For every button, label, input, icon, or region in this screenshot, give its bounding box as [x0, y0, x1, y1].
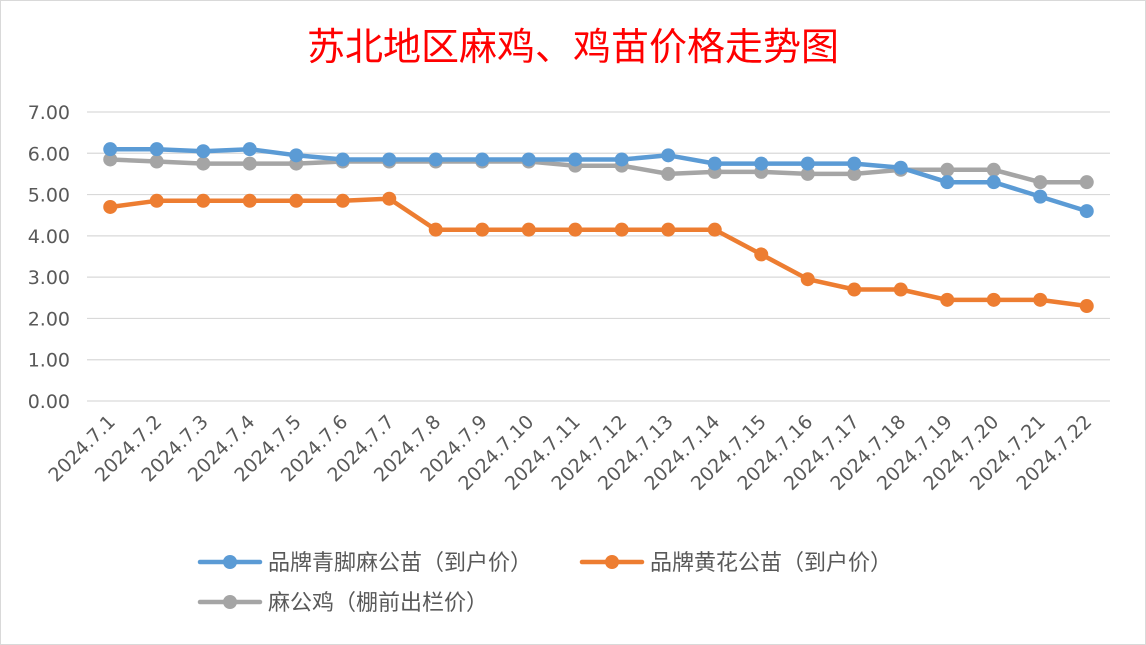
legend-swatch-marker	[223, 555, 237, 569]
y-tick-label: 3.00	[28, 267, 70, 289]
data-point	[986, 292, 1001, 307]
data-point	[707, 222, 722, 237]
y-tick-label: 4.00	[28, 226, 70, 248]
legend-swatch-marker	[223, 595, 237, 609]
data-point	[568, 222, 583, 237]
data-point	[847, 282, 862, 297]
data-point	[893, 282, 908, 297]
data-point	[289, 193, 304, 208]
legend-swatch-marker	[605, 555, 619, 569]
data-point	[661, 148, 676, 163]
data-point	[428, 152, 443, 167]
data-point	[847, 156, 862, 171]
data-point	[568, 152, 583, 167]
data-point	[149, 154, 164, 169]
data-point	[614, 222, 629, 237]
y-tick-label: 2.00	[28, 308, 70, 330]
data-point	[800, 166, 815, 181]
data-point	[940, 162, 955, 177]
data-point	[1079, 204, 1094, 219]
y-tick-label: 0.00	[28, 391, 70, 413]
legend-item: 品牌黄花公苗（到户价）	[579, 551, 892, 576]
series-line	[108, 157, 1090, 185]
data-point	[893, 160, 908, 175]
data-point	[800, 272, 815, 287]
data-point	[1033, 292, 1048, 307]
data-point	[614, 152, 629, 167]
gridlines	[87, 111, 1110, 402]
data-point	[521, 222, 536, 237]
series-0	[103, 142, 1094, 219]
data-point	[335, 193, 350, 208]
y-tick-label: 1.00	[28, 350, 70, 372]
data-point	[382, 152, 397, 167]
data-point	[1033, 175, 1048, 190]
legend-label: 麻公鸡（棚前出栏价）	[268, 591, 488, 616]
y-axis-ticks: 0.00 1.00 2.00 3.00 4.00 5.00 6.00 7.00	[28, 102, 70, 413]
data-point	[103, 199, 118, 214]
series-lines	[103, 142, 1094, 314]
data-point	[1033, 189, 1048, 204]
chart-title: 苏北地区麻鸡、鸡苗价格走势图	[307, 25, 839, 69]
data-point	[103, 142, 118, 157]
data-point	[707, 156, 722, 171]
data-point	[475, 152, 490, 167]
series-1	[103, 191, 1094, 314]
data-point	[475, 222, 490, 237]
legend-label: 品牌黄花公苗（到户价）	[650, 551, 892, 576]
data-point	[149, 142, 164, 157]
legend: 品牌青脚麻公苗（到户价） 品牌黄花公苗（到户价） 麻公鸡（棚前出栏价）	[197, 551, 892, 616]
data-point	[986, 175, 1001, 190]
data-point	[335, 152, 350, 167]
data-point	[196, 144, 211, 159]
legend-item: 品牌青脚麻公苗（到户价）	[197, 551, 532, 576]
data-point	[754, 156, 769, 171]
legend-item: 麻公鸡（棚前出栏价）	[197, 591, 488, 616]
data-point	[289, 148, 304, 163]
data-point	[521, 152, 536, 167]
data-point	[800, 156, 815, 171]
data-point	[754, 247, 769, 262]
data-point	[196, 193, 211, 208]
data-point	[242, 156, 257, 171]
series-line	[108, 146, 1090, 214]
y-tick-label: 7.00	[28, 102, 70, 124]
data-point	[986, 162, 1001, 177]
data-point	[428, 222, 443, 237]
data-point	[661, 166, 676, 181]
data-point	[940, 292, 955, 307]
series-line	[108, 196, 1090, 309]
data-point	[661, 222, 676, 237]
data-point	[149, 193, 164, 208]
data-point	[242, 193, 257, 208]
data-point	[1079, 175, 1094, 190]
data-point	[196, 156, 211, 171]
data-point	[940, 175, 955, 190]
legend-label: 品牌青脚麻公苗（到户价）	[268, 551, 532, 576]
data-point	[1079, 299, 1094, 314]
data-point	[382, 191, 397, 206]
y-tick-label: 6.00	[28, 143, 70, 165]
data-point	[847, 166, 862, 181]
y-tick-label: 5.00	[28, 185, 70, 207]
data-point	[103, 152, 118, 167]
data-point	[242, 142, 257, 157]
